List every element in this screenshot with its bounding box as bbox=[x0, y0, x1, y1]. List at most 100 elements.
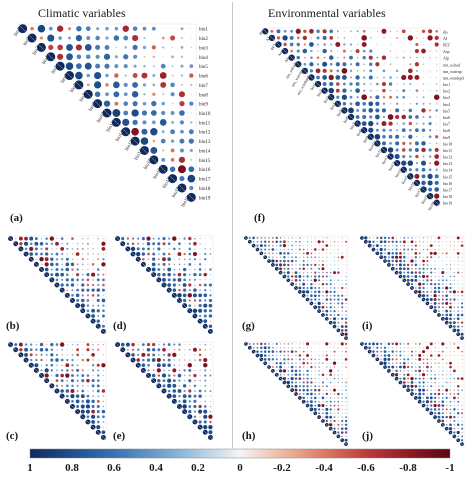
corr-cell bbox=[333, 290, 336, 293]
corr-cell bbox=[167, 383, 172, 388]
corr-cell bbox=[263, 358, 267, 361]
corr-cell bbox=[453, 317, 456, 320]
corr-cell bbox=[322, 408, 324, 411]
corr-cell bbox=[408, 168, 412, 172]
corr-cell bbox=[422, 385, 425, 388]
corr-cell bbox=[403, 37, 405, 39]
corr-cell bbox=[456, 385, 460, 388]
corr-cell bbox=[314, 286, 317, 290]
corr-cell bbox=[318, 347, 320, 349]
corr-cell bbox=[407, 354, 409, 357]
corr-cell bbox=[306, 248, 309, 251]
corr-cell bbox=[102, 380, 105, 382]
corr-cell bbox=[45, 242, 48, 246]
corr-cell bbox=[276, 252, 278, 254]
corr-cell bbox=[337, 366, 339, 368]
corr-cell bbox=[102, 273, 105, 276]
corr-cell bbox=[414, 141, 419, 146]
corr-cell bbox=[92, 395, 94, 398]
corr-cell bbox=[306, 385, 309, 388]
corr-cell bbox=[362, 102, 366, 106]
corr-cell bbox=[356, 37, 359, 39]
corr-cell bbox=[81, 369, 84, 372]
corr-cell bbox=[426, 393, 429, 395]
variable-label-side: bio17 bbox=[199, 178, 211, 183]
corr-cell bbox=[453, 275, 456, 278]
corr-cell bbox=[326, 370, 328, 372]
corr-cell bbox=[189, 359, 191, 361]
corr-cell bbox=[453, 314, 456, 316]
corr-cell bbox=[35, 358, 38, 362]
corr-cell bbox=[333, 260, 336, 262]
corr-cell bbox=[389, 70, 392, 72]
corr-cell bbox=[298, 274, 302, 278]
corr-cell bbox=[306, 237, 309, 239]
corr-cell bbox=[341, 94, 348, 100]
corr-cell bbox=[445, 309, 449, 313]
corr-cell bbox=[449, 415, 453, 419]
corr-cell bbox=[157, 237, 160, 240]
corr-cell bbox=[40, 247, 43, 250]
corr-cell bbox=[161, 36, 165, 40]
corr-cell bbox=[449, 295, 452, 297]
corr-cell bbox=[322, 245, 324, 247]
corr-cell bbox=[341, 260, 343, 262]
corr-cell bbox=[76, 368, 80, 372]
corr-cell bbox=[322, 68, 327, 73]
corr-cell bbox=[303, 366, 305, 368]
corr-cell bbox=[303, 29, 307, 34]
corr-cell bbox=[376, 89, 379, 92]
variable-label-diag: dis bbox=[257, 29, 264, 36]
corr-cell bbox=[415, 267, 417, 270]
corr-cell bbox=[316, 36, 320, 40]
corr-cell bbox=[461, 370, 463, 372]
corr-cell bbox=[66, 247, 69, 250]
corr-cell bbox=[382, 69, 386, 73]
corr-cell bbox=[329, 317, 332, 320]
corr-cell bbox=[306, 260, 309, 262]
corr-cell bbox=[71, 399, 74, 403]
corr-cell bbox=[313, 248, 317, 251]
corr-cell bbox=[287, 366, 289, 368]
corr-cell bbox=[449, 275, 452, 278]
corr-cell bbox=[92, 348, 95, 351]
corr-cell bbox=[325, 290, 329, 294]
corr-cell bbox=[403, 347, 405, 349]
corr-cell bbox=[101, 409, 106, 414]
corr-cell bbox=[306, 392, 309, 396]
corr-cell bbox=[408, 155, 412, 158]
corr-cell bbox=[418, 369, 422, 373]
corr-cell bbox=[302, 381, 305, 384]
corr-cell bbox=[435, 109, 439, 112]
variable-label-diag: bio17 bbox=[413, 188, 422, 198]
corr-cell bbox=[75, 34, 83, 42]
corr-cell bbox=[294, 384, 298, 388]
corr-cell bbox=[24, 247, 28, 251]
corr-cell bbox=[426, 381, 429, 384]
corr-cell bbox=[173, 374, 176, 377]
corr-cell bbox=[442, 264, 444, 266]
corr-cell bbox=[437, 404, 441, 407]
corr-cell bbox=[279, 240, 282, 243]
corr-cell bbox=[290, 259, 294, 263]
corr-cell bbox=[341, 291, 343, 293]
corr-cell bbox=[445, 313, 448, 317]
corr-cell bbox=[422, 116, 425, 118]
corr-cell bbox=[168, 349, 170, 351]
corr-cell bbox=[441, 396, 444, 399]
variable-label-diag: bio7 bbox=[70, 83, 79, 94]
corr-cell bbox=[306, 283, 309, 285]
corr-cell bbox=[310, 263, 313, 266]
corr-cell bbox=[40, 237, 43, 240]
corr-cell bbox=[356, 56, 359, 59]
corr-cell bbox=[76, 243, 79, 245]
corr-cell bbox=[194, 268, 196, 271]
corr-cell bbox=[376, 70, 378, 72]
corr-cell bbox=[101, 262, 106, 267]
corr-cell bbox=[103, 100, 111, 107]
corr-cell bbox=[322, 294, 324, 297]
corr-cell bbox=[461, 354, 463, 357]
corr-cell bbox=[131, 353, 135, 357]
corr-cell bbox=[422, 290, 425, 293]
variable-label-side: bio19 bbox=[199, 196, 211, 201]
